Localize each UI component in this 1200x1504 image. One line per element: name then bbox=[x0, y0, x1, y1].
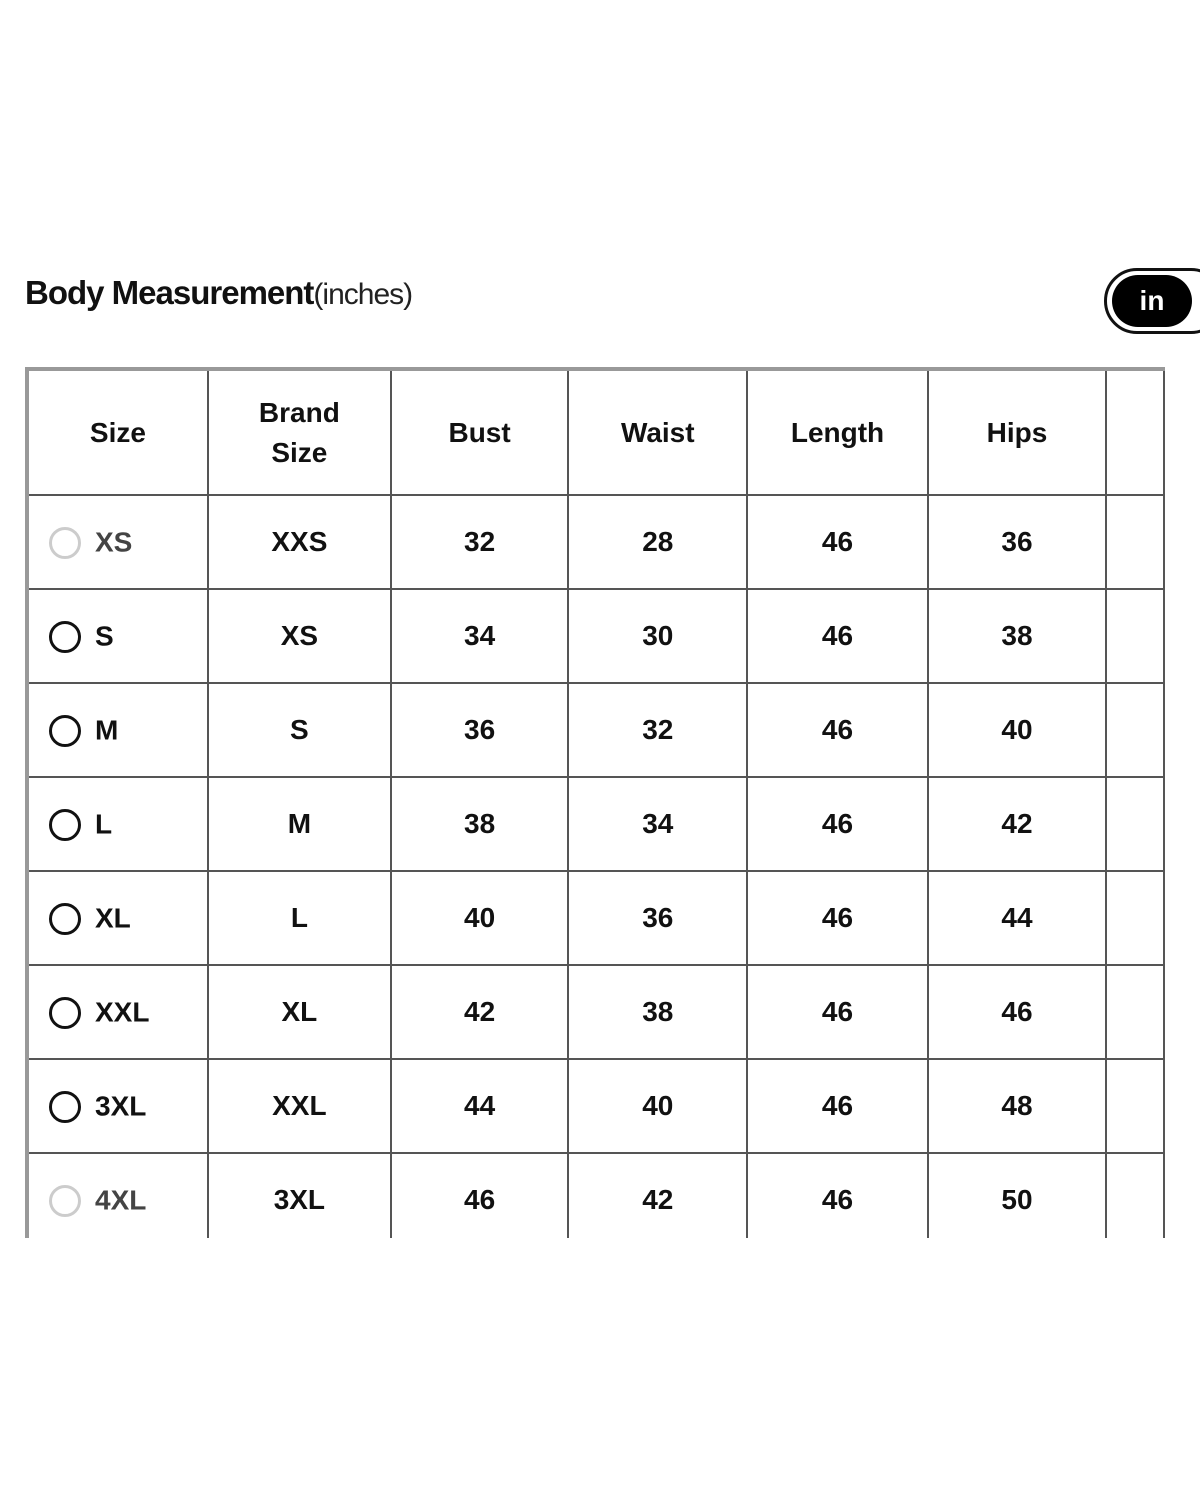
cell-length: 46 bbox=[746, 964, 929, 1060]
cell-bust: 44 bbox=[389, 1058, 570, 1154]
page-title: Body Measurement(inches) bbox=[25, 274, 413, 312]
cell-bust: 40 bbox=[389, 870, 570, 966]
cell-brand: L bbox=[206, 870, 392, 966]
cell-waist: 32 bbox=[567, 682, 749, 778]
column-header: Bust bbox=[389, 368, 570, 496]
table-row: XS XXS 32 28 46 36 bbox=[25, 494, 1165, 590]
radio-icon[interactable] bbox=[49, 996, 81, 1029]
cell-length: 46 bbox=[746, 870, 929, 966]
cell-hips: 42 bbox=[926, 776, 1108, 872]
column-header: Hips bbox=[926, 368, 1108, 496]
cell-brand: M bbox=[206, 776, 392, 872]
cell-length: 46 bbox=[746, 588, 929, 684]
cell-hips: 50 bbox=[926, 1152, 1108, 1238]
cell-empty bbox=[1105, 494, 1165, 590]
cell-hips: 36 bbox=[926, 494, 1108, 590]
cell-waist: 30 bbox=[567, 588, 749, 684]
radio-icon[interactable] bbox=[49, 1090, 81, 1123]
size-label: XL bbox=[95, 902, 131, 934]
cell-bust: 38 bbox=[389, 776, 570, 872]
unit-toggle[interactable]: in bbox=[1104, 268, 1200, 334]
table-row: XL L 40 36 46 44 bbox=[25, 870, 1165, 966]
radio-icon[interactable] bbox=[49, 714, 81, 747]
radio-icon[interactable] bbox=[49, 620, 81, 653]
table-row: M S 36 32 46 40 bbox=[25, 682, 1165, 778]
unit-option-in[interactable]: in bbox=[1112, 275, 1192, 327]
cell-empty bbox=[1105, 964, 1165, 1060]
cell-waist: 34 bbox=[567, 776, 749, 872]
cell-waist: 36 bbox=[567, 870, 749, 966]
cell-bust: 46 bbox=[389, 1152, 570, 1238]
cell-hips: 44 bbox=[926, 870, 1108, 966]
cell-hips: 40 bbox=[926, 682, 1108, 778]
column-header: Size bbox=[25, 368, 209, 496]
size-option[interactable]: XL bbox=[25, 870, 209, 966]
size-option: 4XL bbox=[25, 1152, 209, 1238]
size-label: 3XL bbox=[95, 1090, 147, 1122]
cell-brand: XL bbox=[206, 964, 392, 1060]
radio-icon bbox=[49, 526, 81, 559]
cell-brand: XXS bbox=[206, 494, 392, 590]
unit-note: (inches) bbox=[313, 278, 413, 311]
cell-bust: 34 bbox=[389, 588, 570, 684]
size-label: M bbox=[95, 714, 119, 746]
table-row: L M 38 34 46 42 bbox=[25, 776, 1165, 872]
column-header: Length bbox=[746, 368, 929, 496]
cell-bust: 42 bbox=[389, 964, 570, 1060]
radio-icon bbox=[49, 1184, 81, 1217]
cell-hips: 38 bbox=[926, 588, 1108, 684]
size-label: XS bbox=[95, 526, 133, 558]
size-option: XS bbox=[25, 494, 209, 590]
cell-brand: 3XL bbox=[206, 1152, 392, 1238]
size-option[interactable]: XXL bbox=[25, 964, 209, 1060]
radio-icon[interactable] bbox=[49, 808, 81, 841]
cell-waist: 42 bbox=[567, 1152, 749, 1238]
table-row: 4XL 3XL 46 42 46 50 bbox=[25, 1152, 1165, 1238]
size-label: S bbox=[95, 620, 114, 652]
size-label: L bbox=[95, 808, 113, 840]
cell-length: 46 bbox=[746, 1058, 929, 1154]
size-label: 4XL bbox=[95, 1184, 147, 1216]
cell-empty bbox=[1105, 1152, 1165, 1238]
column-header: Waist bbox=[567, 368, 749, 496]
radio-icon[interactable] bbox=[49, 902, 81, 935]
cell-bust: 32 bbox=[389, 494, 570, 590]
cell-empty bbox=[1105, 776, 1165, 872]
size-table: Size Brand Size Bust Waist Length Hips XS XXS 3… bbox=[25, 367, 1165, 1238]
cell-empty bbox=[1105, 682, 1165, 778]
cell-brand: S bbox=[206, 682, 392, 778]
cell-hips: 48 bbox=[926, 1058, 1108, 1154]
cell-brand: XXL bbox=[206, 1058, 392, 1154]
cell-waist: 38 bbox=[567, 964, 749, 1060]
cell-empty bbox=[1105, 1058, 1165, 1154]
table-row: S XS 34 30 46 38 bbox=[25, 588, 1165, 684]
cell-length: 46 bbox=[746, 776, 929, 872]
size-table-container: Size Brand Size Bust Waist Length Hips XS XXS 3… bbox=[25, 367, 1165, 1238]
column-header bbox=[1105, 368, 1165, 496]
size-option[interactable]: M bbox=[25, 682, 209, 778]
cell-length: 46 bbox=[746, 1152, 929, 1238]
size-option[interactable]: 3XL bbox=[25, 1058, 209, 1154]
cell-brand: XS bbox=[206, 588, 392, 684]
cell-empty bbox=[1105, 588, 1165, 684]
cell-hips: 46 bbox=[926, 964, 1108, 1060]
title-text: Body Measurement bbox=[25, 274, 314, 311]
table-row: XXL XL 42 38 46 46 bbox=[25, 964, 1165, 1060]
column-header: Brand Size bbox=[206, 368, 392, 496]
table-row: 3XL XXL 44 40 46 48 bbox=[25, 1058, 1165, 1154]
cell-length: 46 bbox=[746, 494, 929, 590]
cell-empty bbox=[1105, 870, 1165, 966]
size-option[interactable]: L bbox=[25, 776, 209, 872]
cell-waist: 28 bbox=[567, 494, 749, 590]
cell-length: 46 bbox=[746, 682, 929, 778]
size-label: XXL bbox=[95, 996, 150, 1028]
size-option[interactable]: S bbox=[25, 588, 209, 684]
cell-bust: 36 bbox=[389, 682, 570, 778]
cell-waist: 40 bbox=[567, 1058, 749, 1154]
